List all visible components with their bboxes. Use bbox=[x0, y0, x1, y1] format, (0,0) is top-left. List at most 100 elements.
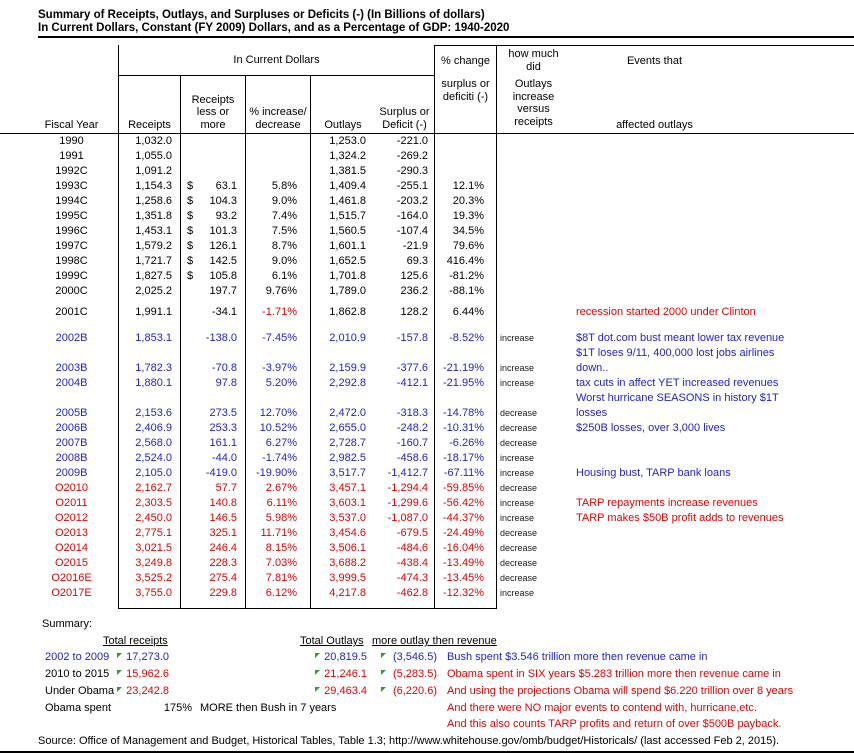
surplus-deficit-cell: -474.3 bbox=[396, 572, 428, 584]
receipts-less-more-value: -70.8 bbox=[211, 362, 237, 374]
receipts-cell: 1,853.1 bbox=[118, 331, 180, 346]
document-title-line1: Summary of Receipts, Outlays, and Surplu… bbox=[38, 9, 485, 21]
outlays-direction-cell: increase bbox=[500, 468, 535, 478]
receipts-less-more-cell: -34.1 bbox=[180, 305, 245, 320]
fiscal-year-cell: 1996C bbox=[55, 225, 88, 237]
summary-period-label: Under Obama bbox=[45, 685, 115, 697]
summary-row: 2010 to 2015 15,962.6 21,246.1 (5,283.5)… bbox=[0, 666, 854, 683]
header-surplus-deficit-pct: surplus or deficiti (-) bbox=[434, 76, 497, 133]
receipts-cell bbox=[118, 320, 180, 331]
table-row: 2003B 1,782.3 -70.8 -3.97% 2,159.9 -377.… bbox=[0, 361, 854, 376]
outlays-cell: 2,159.9 bbox=[310, 361, 375, 376]
outlays-cell: 3,506.1 bbox=[310, 541, 375, 556]
receipts-cell: 1,351.8 bbox=[118, 209, 180, 224]
outlays-direction-cell bbox=[497, 284, 570, 299]
fiscal-year-group-spacer bbox=[0, 45, 118, 76]
pct-increase-cell: 6.1% bbox=[245, 269, 310, 284]
fiscal-year-cell: 2005B bbox=[55, 407, 88, 419]
surplus-deficit-cell: -462.8 bbox=[396, 587, 428, 599]
table-row bbox=[0, 601, 854, 608]
pct-increase-cell bbox=[245, 149, 310, 164]
summary-header-total-outlays: Total Outlays bbox=[300, 635, 364, 647]
receipts-cell: 2,162.7 bbox=[118, 481, 180, 496]
outlays-direction-cell bbox=[497, 391, 570, 406]
surplus-pct-change-cell: 34.5% bbox=[434, 224, 497, 239]
surplus-deficit-cell bbox=[375, 346, 434, 361]
summary-total-receipts-cell: 15,962.6 bbox=[117, 666, 175, 683]
receipts-less-more-value: 140.8 bbox=[209, 497, 237, 509]
green-corner-marker-icon bbox=[381, 670, 386, 675]
receipts-less-more-cell: $ 63.1 bbox=[180, 179, 245, 194]
surplus-deficit-cell bbox=[375, 391, 434, 406]
outlays-cell: 2,010.9 bbox=[310, 331, 375, 346]
outlays-cell bbox=[310, 299, 375, 305]
pct-increase-cell: 7.5% bbox=[245, 224, 310, 239]
pct-increase-cell: -1.74% bbox=[245, 451, 310, 466]
receipts-cell: 1,258.6 bbox=[118, 194, 180, 209]
summary-header-row: Total receipts Total Outlays more outlay… bbox=[0, 633, 854, 649]
summary-difference-value: (3,546.5) bbox=[392, 651, 437, 663]
summary-note: Obama spent in SIX years $5.283 trillion… bbox=[447, 668, 781, 680]
pct-increase-cell bbox=[245, 601, 310, 608]
outlays-cell: 2,728.7 bbox=[310, 436, 375, 451]
summary-total-outlays-cell: 29,463.4 bbox=[315, 683, 373, 700]
dollar-sign: $ bbox=[187, 225, 194, 237]
table-row: O2013 2,775.1 325.1 11.71% 3,454.6 -679.… bbox=[0, 526, 854, 541]
table-row: 1999C 1,827.5 $ 105.8 6.1% 1,701.8 125.6… bbox=[0, 269, 854, 284]
summary-difference-cell: (5,283.5) bbox=[381, 666, 445, 683]
fiscal-year-cell: 1992C bbox=[55, 165, 88, 177]
dollar-sign: $ bbox=[187, 180, 194, 192]
header-receipts-less-more-line2: less or bbox=[196, 106, 230, 118]
event-note-cell bbox=[570, 179, 854, 194]
surplus-deficit-cell: -438.4 bbox=[396, 557, 428, 569]
receipts-less-more-cell: 161.1 bbox=[180, 436, 245, 451]
summary-gap bbox=[175, 649, 315, 666]
outlays-direction-cell bbox=[497, 346, 570, 361]
receipts-less-more-cell: 57.7 bbox=[180, 481, 245, 496]
surplus-pct-change-cell: -13.49% bbox=[434, 556, 497, 571]
table-row: O2011 2,303.5 140.8 6.11% 3,603.1 -1,299… bbox=[0, 496, 854, 511]
surplus-deficit-cell: -290.3 bbox=[396, 165, 428, 177]
receipts-less-more-cell: $ 104.3 bbox=[180, 194, 245, 209]
surplus-pct-change-cell: 12.1% bbox=[434, 179, 497, 194]
outlays-direction-cell: decrease bbox=[500, 423, 538, 433]
table-row: 1994C 1,258.6 $ 104.3 9.0% 1,461.8 -203.… bbox=[0, 194, 854, 209]
receipts-less-more-cell bbox=[180, 391, 245, 406]
fiscal-year-cell bbox=[0, 320, 118, 331]
receipts-less-more-value: 93.2 bbox=[215, 210, 237, 222]
header-outlays-vs-line3: versus bbox=[517, 103, 550, 115]
receipts-less-more-value: 105.8 bbox=[209, 270, 237, 282]
summary-extra-label: Obama spent bbox=[45, 702, 112, 714]
pct-increase-cell: 5.8% bbox=[245, 179, 310, 194]
receipts-less-more-value: 146.5 bbox=[209, 512, 237, 524]
receipts-less-more-cell: $ 105.8 bbox=[180, 269, 245, 284]
header-pct-change: % change bbox=[434, 45, 497, 76]
receipts-less-more-value: 97.8 bbox=[215, 377, 237, 389]
receipts-cell: 1,154.3 bbox=[118, 179, 180, 194]
event-note-cell: $1T loses 9/11, 400,000 lost jobs airlin… bbox=[576, 347, 775, 359]
table-row: 2008B 2,524.0 -44.0 -1.74% 2,982.5 -458.… bbox=[0, 451, 854, 466]
table-row: 2009B 2,105.0 -419.0 -19.90% 3,517.7 -1,… bbox=[0, 466, 854, 481]
surplus-deficit-cell: -21.9 bbox=[402, 240, 428, 252]
event-note-cell bbox=[570, 209, 854, 224]
table-row: 1995C 1,351.8 $ 93.2 7.4% 1,515.7 -164.0… bbox=[0, 209, 854, 224]
fiscal-year-cell: 1995C bbox=[55, 210, 88, 222]
event-note-cell bbox=[570, 224, 854, 239]
outlays-direction-cell: decrease bbox=[500, 438, 538, 448]
outlays-direction-cell: increase bbox=[500, 513, 535, 523]
outlays-direction-cell: increase bbox=[500, 333, 535, 343]
outlays-direction-cell: increase bbox=[500, 498, 535, 508]
outlays-cell: 3,688.2 bbox=[310, 556, 375, 571]
header-receipts-less-more-line3: more bbox=[200, 118, 226, 131]
pct-increase-cell: 7.03% bbox=[245, 556, 310, 571]
receipts-less-more-value: 126.1 bbox=[209, 240, 237, 252]
receipts-less-more-value: 275.4 bbox=[209, 572, 237, 584]
table-row: 2004B 1,880.1 97.8 5.20% 2,292.8 -412.1 … bbox=[0, 376, 854, 391]
header-surplus-pct-line1: surplus or bbox=[441, 78, 490, 90]
summary-note: And using the projections Obama will spe… bbox=[447, 685, 794, 697]
receipts-cell: 1,827.5 bbox=[118, 269, 180, 284]
green-corner-marker-icon bbox=[381, 653, 386, 658]
fiscal-year-cell bbox=[0, 391, 118, 406]
receipts-less-more-cell bbox=[180, 346, 245, 361]
summary-gap bbox=[175, 683, 315, 700]
